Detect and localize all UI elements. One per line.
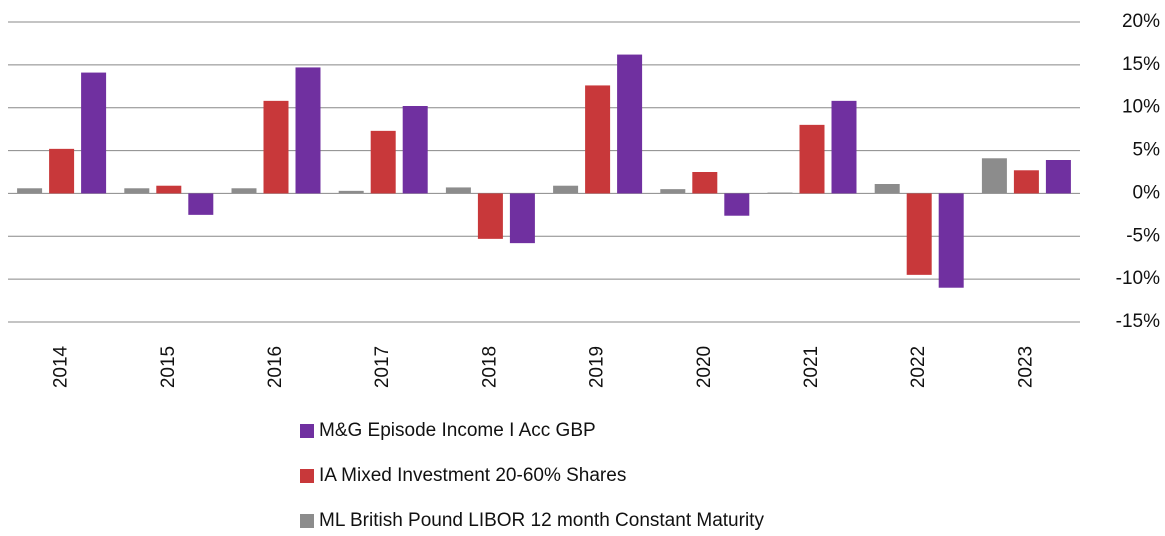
bar	[370, 130, 396, 194]
legend-swatch	[300, 424, 314, 438]
bar	[938, 193, 964, 288]
bar	[81, 72, 107, 194]
bar	[906, 193, 932, 275]
bar	[17, 188, 43, 194]
y-tick-label: 0%	[1133, 182, 1161, 203]
y-tick-label: 5%	[1133, 140, 1161, 161]
bar	[981, 158, 1007, 194]
x-tick-label: 2016	[265, 346, 286, 388]
x-tick-label: 2021	[801, 346, 822, 388]
y-tick-label: -10%	[1116, 268, 1160, 289]
x-tick-label: 2018	[479, 346, 500, 388]
bar	[1013, 170, 1039, 194]
bar	[692, 172, 718, 194]
y-tick-label: -5%	[1126, 225, 1160, 246]
x-tick-label: 2017	[372, 346, 393, 388]
bar	[402, 106, 428, 194]
y-tick-label: 15%	[1122, 54, 1160, 75]
bar	[874, 184, 900, 194]
bar	[156, 185, 182, 194]
bar	[338, 190, 364, 194]
bar	[188, 193, 214, 215]
bar	[263, 100, 289, 194]
x-tick-label: 2015	[158, 346, 179, 388]
legend-label: M&G Episode Income I Acc GBP	[319, 420, 596, 441]
x-tick-label: 2020	[694, 346, 715, 388]
bar	[767, 192, 793, 194]
x-tick-label: 2022	[908, 346, 929, 388]
bar	[445, 187, 471, 194]
bar	[231, 188, 257, 194]
bar	[477, 193, 503, 239]
bar	[724, 193, 750, 216]
legend-swatch	[300, 469, 314, 483]
bar	[1045, 160, 1071, 194]
bar	[831, 100, 857, 194]
y-tick-label: 20%	[1122, 11, 1160, 32]
legend-swatch	[300, 514, 314, 528]
bar	[124, 188, 150, 194]
bar	[49, 148, 75, 194]
bar	[617, 54, 643, 194]
bar	[509, 193, 535, 244]
bar	[553, 185, 579, 194]
bar	[660, 189, 686, 194]
y-tick-label: 10%	[1122, 97, 1160, 118]
x-tick-label: 2019	[587, 346, 608, 388]
x-tick-label: 2023	[1015, 346, 1036, 388]
bar	[585, 85, 611, 194]
bar	[295, 67, 321, 194]
legend-label: IA Mixed Investment 20-60% Shares	[319, 465, 626, 486]
legend-label: ML British Pound LIBOR 12 month Constant…	[319, 510, 764, 531]
x-tick-label: 2014	[51, 345, 72, 388]
bar	[799, 124, 825, 194]
y-tick-label: -15%	[1116, 311, 1160, 332]
